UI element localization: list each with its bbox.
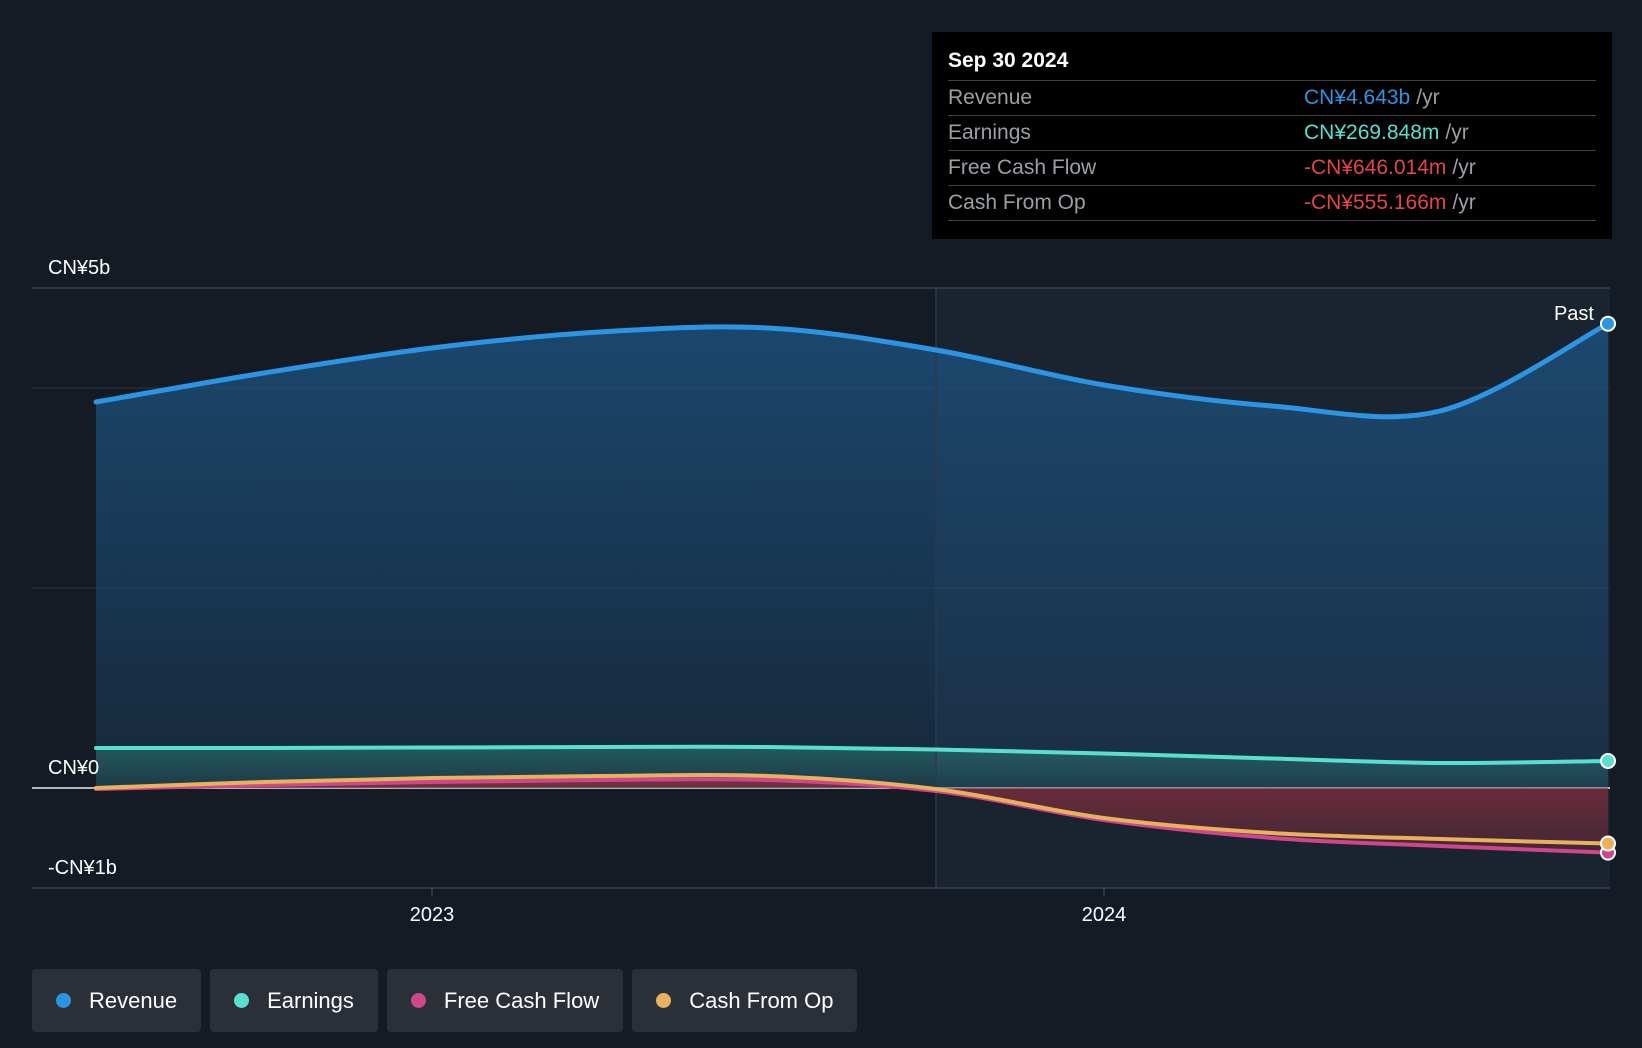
legend-item-free-cash-flow[interactable]: Free Cash Flow: [386, 969, 624, 1032]
tooltip-label: Revenue: [948, 86, 1033, 109]
y-tick-label: CN¥0: [48, 757, 99, 779]
x-axis-labels: 2023 2024: [410, 888, 1127, 926]
revenue-end-point: [1600, 315, 1616, 332]
tooltip-label: Earnings: [948, 121, 1031, 144]
revenue-line: [93, 321, 1611, 420]
series-markers: [1600, 315, 1616, 861]
tooltip-value: CN¥269.848m: [1304, 121, 1440, 144]
legend-item-revenue[interactable]: Revenue: [32, 969, 202, 1032]
legend-label: Free Cash Flow: [443, 987, 600, 1013]
tooltip-row-earnings: Earnings CN¥269.848m /yr: [948, 115, 1596, 150]
tooltip-label: Free Cash Flow: [948, 156, 1097, 179]
y-tick-label: CN¥5b: [48, 257, 110, 279]
y-tick-label: -CN¥1b: [48, 857, 117, 879]
tooltip-row-free-cash-flow: Free Cash Flow -CN¥646.014m /yr: [948, 150, 1596, 185]
tooltip-row-revenue: Revenue CN¥4.643b /yr: [948, 80, 1596, 115]
legend-dot-icon: [234, 993, 250, 1008]
legend-item-earnings[interactable]: Earnings: [210, 969, 378, 1032]
earnings-line: [94, 744, 1610, 766]
y-axis-labels: CN¥5b CN¥0 -CN¥1b: [48, 257, 117, 879]
legend-dot-icon: [410, 993, 426, 1008]
x-tick-label: 2023: [410, 904, 455, 926]
revenue-area: [96, 323, 1608, 788]
legend-dot-icon: [656, 993, 672, 1008]
cash-from-op-end-point: [1600, 835, 1616, 852]
tooltip-unit: /yr: [1452, 191, 1476, 214]
tooltip-row-cash-from-op: Cash From Op -CN¥555.166m /yr: [948, 185, 1596, 221]
tooltip-value: -CN¥555.166m: [1304, 191, 1447, 214]
legend-dot-icon: [56, 993, 71, 1008]
free-cash-flow-line: [94, 777, 1610, 855]
tooltip: Sep 30 2024 Revenue CN¥4.643b /yr Earnin…: [932, 32, 1612, 239]
tooltip-value: CN¥4.643b: [1304, 86, 1411, 109]
x-tick-label: 2024: [1082, 904, 1127, 926]
tooltip-value: -CN¥646.014m: [1304, 156, 1447, 179]
legend: Revenue Earnings Free Cash Flow Cash Fro…: [32, 969, 858, 1032]
legend-label: Earnings: [267, 987, 354, 1013]
legend-label: Cash From Op: [689, 987, 834, 1013]
past-label: Past: [1554, 303, 1594, 325]
free-cash-flow-area: [96, 779, 1608, 853]
cash-from-op-line: [94, 772, 1610, 846]
chart: CN¥5b CN¥0 -CN¥1b 2023 2024 Past: [32, 257, 1616, 926]
series-lines: [93, 321, 1611, 855]
tooltip-unit: /yr: [1452, 156, 1476, 179]
legend-label: Revenue: [89, 987, 178, 1013]
legend-item-cash-from-op[interactable]: Cash From Op: [632, 969, 858, 1032]
tooltip-date: Sep 30 2024: [948, 49, 1069, 72]
earnings-end-point: [1600, 753, 1616, 769]
tooltip-unit: /yr: [1445, 121, 1469, 144]
tooltip-label: Cash From Op: [948, 191, 1086, 214]
tooltip-unit: /yr: [1416, 86, 1440, 109]
